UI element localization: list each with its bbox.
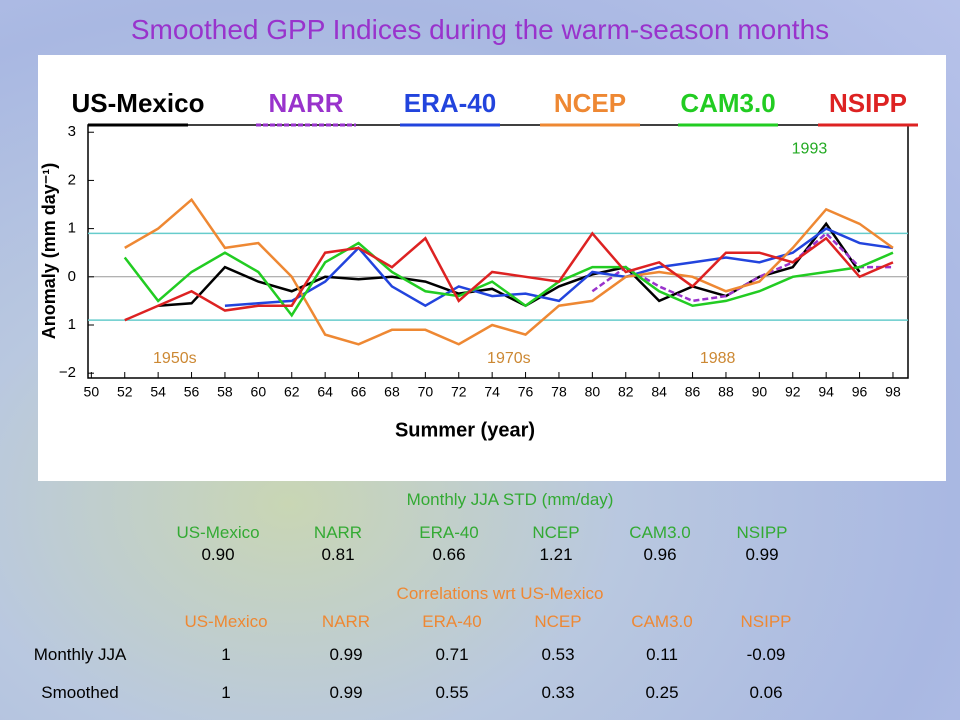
table-cell: 1	[221, 683, 231, 702]
table-cell: -0.09	[746, 645, 786, 664]
annotation: 1993	[792, 140, 828, 157]
x-tick-label: 74	[484, 384, 500, 400]
x-tick-label: 80	[585, 384, 601, 400]
x-tick-label: 78	[551, 384, 567, 400]
table-cell: 0.99	[329, 645, 363, 664]
table-title: Correlations wrt US-Mexico	[396, 584, 604, 603]
table-cell: 0.66	[432, 545, 466, 564]
x-tick-label: 62	[284, 384, 300, 400]
table-cell: 0.06	[749, 683, 783, 702]
column-header: US-Mexico	[176, 523, 260, 542]
x-tick-label: 66	[351, 384, 367, 400]
column-header: NARR	[321, 612, 371, 631]
x-tick-label: 70	[418, 384, 434, 400]
x-tick-label: 76	[518, 384, 534, 400]
table-cell: 0.25	[645, 683, 679, 702]
legend-label: CAM3.0	[680, 88, 775, 118]
x-tick-label: 50	[84, 384, 100, 400]
row-label: Smoothed	[41, 683, 119, 702]
column-header: NARR	[313, 523, 363, 542]
slide-title: Smoothed GPP Indices during the warm-sea…	[130, 14, 830, 45]
y-tick-label: 2	[68, 171, 76, 188]
y-tick-label: 3	[68, 123, 76, 140]
y-tick-label: 0	[68, 268, 76, 285]
table-cell: 0.99	[745, 545, 779, 564]
x-tick-label: 52	[117, 384, 133, 400]
annotation: 1950s	[153, 350, 197, 367]
legend-label: US-Mexico	[72, 88, 205, 118]
legend-label: ERA-40	[404, 88, 496, 118]
series-line	[124, 197, 894, 346]
x-tick-label: 90	[752, 384, 768, 400]
y-tick-label: 1	[68, 316, 76, 333]
column-header: NSIPP	[736, 523, 788, 542]
table-cell: 0.55	[435, 683, 469, 702]
x-tick-label: 84	[651, 384, 667, 400]
table-title: Monthly JJA STD (mm/day)	[406, 490, 614, 509]
column-header: US-Mexico	[184, 612, 268, 631]
y-axis-label: Anomaly (mm day⁻¹)	[39, 163, 59, 340]
table-cell: 0.99	[329, 683, 363, 702]
legend-label: NCEP	[554, 88, 626, 118]
column-header: NCEP	[534, 612, 582, 631]
table-cell: 0.96	[643, 545, 677, 564]
column-header: CAM3.0	[631, 612, 693, 631]
table-cell: 0.71	[435, 645, 469, 664]
x-tick-label: 58	[217, 384, 233, 400]
x-tick-label: 96	[852, 384, 868, 400]
column-header: CAM3.0	[629, 523, 691, 542]
x-tick-label: 54	[150, 384, 166, 400]
table-cell: 0.90	[201, 545, 235, 564]
table-cell: 1	[221, 645, 231, 664]
series-line	[591, 231, 893, 303]
series-line	[124, 231, 894, 322]
x-tick-label: 92	[785, 384, 801, 400]
x-tick-label: 68	[384, 384, 400, 400]
annotation: 1988	[700, 350, 736, 367]
column-header: NCEP	[532, 523, 580, 542]
legend-label: NARR	[268, 88, 343, 118]
table-cell: 1.21	[539, 545, 573, 564]
x-axis-label: Summer (year)	[395, 419, 535, 441]
x-tick-label: 56	[184, 384, 200, 400]
x-tick-label: 94	[818, 384, 834, 400]
x-tick-label: 98	[885, 384, 901, 400]
column-header: ERA-40	[422, 612, 482, 631]
column-header: ERA-40	[419, 523, 479, 542]
x-tick-label: 64	[317, 384, 333, 400]
series-line	[123, 241, 894, 318]
table-cell: 0.33	[541, 683, 575, 702]
y-tick-label: 1	[68, 220, 76, 237]
table-cell: 0.53	[541, 645, 575, 664]
series-line	[224, 227, 894, 308]
table-cell: 0.11	[646, 645, 678, 664]
chart: Summer (year) Anomaly (mm day⁻¹) 3 2 1 0 1 −2…	[38, 55, 946, 481]
x-tick-label: 60	[251, 384, 267, 400]
annotation: 1970s	[487, 350, 531, 367]
x-tick-label: 86	[685, 384, 701, 400]
x-tick-label: 88	[718, 384, 734, 400]
table-cell: 0.81	[321, 545, 355, 564]
legend-label: NSIPP	[829, 88, 907, 118]
column-header: NSIPP	[740, 612, 792, 631]
plot-frame	[87, 124, 909, 379]
row-label: Monthly JJA	[33, 645, 127, 664]
y-tick-label: −2	[59, 364, 76, 381]
x-tick-label: 72	[451, 384, 467, 400]
x-tick-label: 82	[618, 384, 634, 400]
